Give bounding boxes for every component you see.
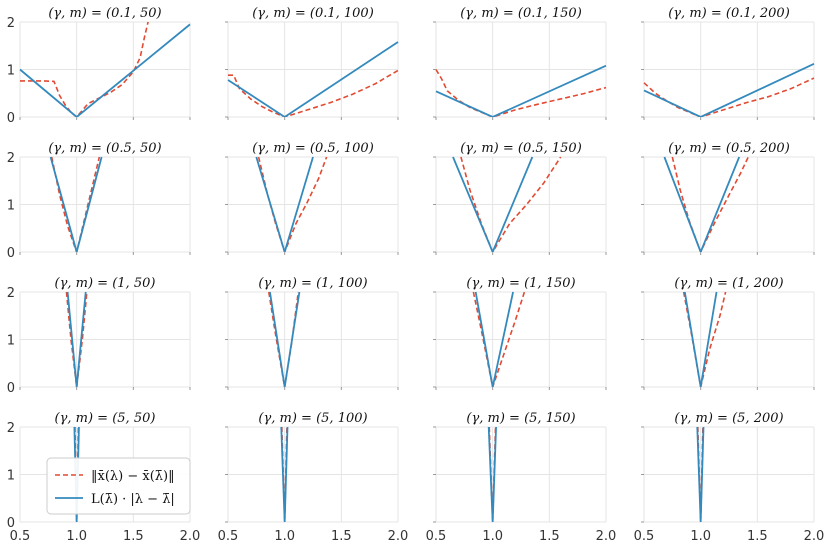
series-bound-line [49,156,103,252]
series-bound-line [255,156,314,252]
x-tick-label: 0.5 [10,529,31,544]
subplot-title: (γ, m) = (0.5, 200) [668,141,790,156]
series-bound-line [663,156,741,252]
subplot-16: (γ, m) = (5, 200) 0.5 1.0 1.5 2.0 [634,411,825,544]
y-tick-label: 1 [7,334,15,349]
subplot-7: (γ, m) = (0.5, 150) [433,141,607,255]
x-tick-label: 0.5 [426,529,447,544]
subplot-title: (γ, m) = (0.5, 150) [460,141,582,156]
subplot-title: (γ, m) = (5, 200) [674,411,783,426]
x-tick-label: 1.0 [690,529,711,544]
x-tick-label: 2.0 [804,529,825,544]
series-bound-line [487,426,497,522]
subplot-title: (γ, m) = (0.1, 150) [460,6,582,21]
series-bound-line [227,41,399,117]
legend-actual-label: ‖x̄(λ) − x̄(λ̄)‖ [91,469,175,484]
y-tick-label: 2 [7,286,15,301]
subplot-title: (γ, m) = (1, 200) [674,276,783,291]
series-bound-line [19,23,191,117]
subplot-title: (γ, m) = (0.1, 50) [48,6,161,21]
subplot-5: (γ, m) = (0.5, 50) 0 1 2 [7,141,191,261]
subplot-15: (γ, m) = (5, 150) 0.5 1.0 1.5 2.0 [426,411,617,544]
series-actual-line [460,156,562,252]
y-tick-label: 2 [7,16,15,31]
subplot-8: (γ, m) = (0.5, 200) [641,141,815,255]
subplot-title: (γ, m) = (0.1, 200) [668,6,790,21]
subplot-4: (γ, m) = (0.1, 200) [641,6,815,120]
legend-box [46,457,191,515]
y-tick-label: 1 [7,469,15,484]
series-actual-line [671,156,749,252]
subplot-title: (γ, m) = (0.5, 50) [48,141,161,156]
x-tick-label: 1.0 [482,529,503,544]
subplot-9: (γ, m) = (1, 50) 0 1 2 [7,276,191,396]
x-tick-label: 0.5 [218,529,239,544]
y-tick-label: 2 [7,421,15,436]
series-bound-line [683,291,718,387]
subplot-12: (γ, m) = (1, 200) [641,276,815,390]
series-actual-line [643,77,815,117]
y-tick-label: 1 [7,199,15,214]
legend: ‖x̄(λ) − x̄(λ̄)‖ L(λ̄) · |λ − λ̄| [46,457,191,515]
series-bound-line [269,291,301,387]
subplot-title: (γ, m) = (1, 100) [258,276,367,291]
subplot-2: (γ, m) = (0.1, 100) [225,6,399,120]
series-bound-line [643,62,815,117]
x-tick-label: 1.0 [274,529,295,544]
subplot-14: (γ, m) = (5, 100) 0.5 1.0 1.5 2.0 [218,411,409,544]
y-tick-label: 1 [7,64,15,79]
subplot-11: (γ, m) = (1, 150) [433,276,607,390]
series-bound-line [435,64,607,117]
subplot-6: (γ, m) = (0.5, 100) [225,141,399,255]
x-tick-label: 2.0 [388,529,409,544]
x-tick-label: 2.0 [596,529,617,544]
subplot-10: (γ, m) = (1, 100) [225,276,399,390]
y-tick-label: 0 [7,381,15,396]
legend-bound-label: L(λ̄) · |λ − λ̄| [91,492,175,507]
subplot-title: (γ, m) = (1, 50) [55,276,156,291]
subplot-3: (γ, m) = (0.1, 150) [433,6,607,120]
y-tick-label: 0 [7,516,15,531]
x-tick-label: 1.5 [123,529,144,544]
y-tick-label: 0 [7,246,15,261]
series-actual-line [268,291,300,387]
series-actual-line [20,21,149,117]
series-bound-line [696,426,705,522]
series-actual-line [50,156,101,252]
subplot-title: (γ, m) = (5, 50) [55,411,156,426]
series-bound-line [452,156,534,252]
series-actual-line [228,69,399,117]
y-tick-label: 2 [7,151,15,166]
x-tick-label: 0.5 [634,529,655,544]
y-tick-label: 0 [7,111,15,126]
subplot-title: (γ, m) = (0.5, 100) [252,141,374,156]
x-tick-label: 1.5 [539,529,560,544]
subplot-title: (γ, m) = (5, 150) [466,411,575,426]
series-bound-line [474,291,514,387]
subplot-title: (γ, m) = (0.1, 100) [252,6,374,21]
series-bound-line [66,291,87,387]
subplot-title: (γ, m) = (1, 150) [466,276,575,291]
x-tick-label: 1.5 [747,529,768,544]
x-tick-label: 1.0 [66,529,87,544]
series-actual-line [472,291,526,387]
x-tick-label: 2.0 [180,529,201,544]
subplot-title: (γ, m) = (5, 100) [258,411,367,426]
subplot-1: (γ, m) = (0.1, 50) 0 1 2 [7,6,191,126]
x-tick-label: 1.5 [331,529,352,544]
series-bound-line [280,426,289,522]
